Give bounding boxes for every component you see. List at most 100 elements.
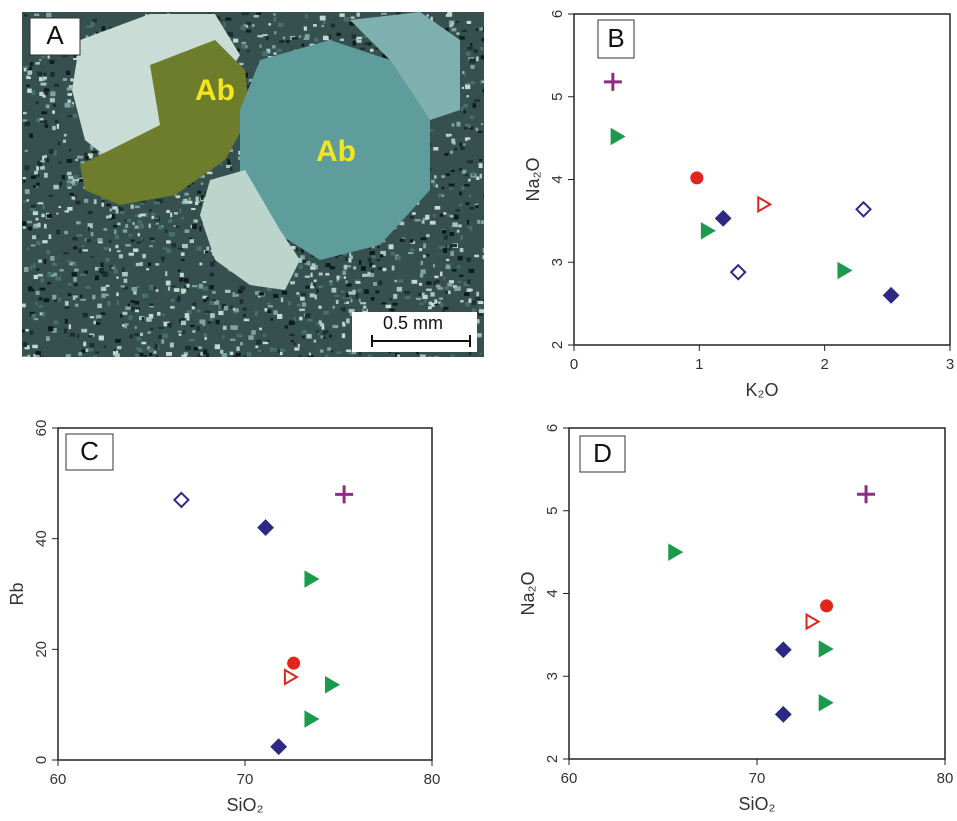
grain [68, 293, 72, 296]
grain [441, 175, 445, 178]
grain [68, 283, 72, 286]
grain [476, 176, 479, 180]
y-tick-label: 2 [549, 341, 566, 349]
grain [90, 343, 95, 347]
point [259, 521, 273, 535]
grain [239, 286, 245, 290]
grain [216, 320, 220, 325]
grain [344, 276, 346, 279]
photomicrograph: Ab Ab 0.5 mm [22, 12, 489, 362]
grain [41, 111, 47, 114]
y-tick-label: 3 [549, 258, 566, 266]
grain [135, 309, 139, 312]
grain [31, 314, 36, 319]
grain [298, 355, 302, 359]
grain [472, 172, 475, 177]
grain [470, 43, 472, 46]
grain [292, 37, 298, 40]
grain [247, 50, 250, 52]
grain [41, 214, 44, 218]
grain [36, 240, 40, 243]
grain [243, 314, 246, 316]
grain [179, 333, 182, 335]
grain [210, 273, 214, 277]
grain [127, 219, 131, 223]
grain [31, 244, 36, 246]
grain [150, 328, 154, 330]
grain [180, 318, 185, 320]
grain [461, 106, 463, 110]
grain [66, 354, 71, 358]
grain [475, 28, 479, 31]
grain [137, 337, 141, 341]
grain [25, 165, 30, 170]
grain [194, 347, 199, 351]
grain [447, 245, 450, 249]
grain [116, 276, 118, 278]
grain [350, 256, 353, 260]
grain [57, 124, 59, 129]
grain [209, 285, 214, 289]
grain [107, 301, 110, 306]
grain [317, 333, 319, 335]
grain [357, 12, 360, 16]
grain [218, 311, 223, 315]
y-tick-label: 6 [549, 10, 566, 18]
grain [422, 220, 425, 224]
grain [40, 120, 46, 122]
grain [468, 179, 471, 182]
grain [351, 17, 355, 19]
grain [59, 161, 62, 163]
grain [67, 99, 71, 103]
grain [450, 151, 453, 154]
grain [186, 284, 189, 288]
grain [455, 209, 459, 212]
grain [397, 256, 401, 261]
grain [302, 336, 305, 338]
grain [314, 340, 317, 343]
grain [148, 262, 151, 266]
grain [37, 161, 40, 164]
panel-label: A [46, 20, 64, 50]
grain [419, 248, 422, 251]
grain [23, 112, 27, 114]
grain [244, 355, 246, 358]
grain [109, 240, 111, 244]
point [838, 264, 850, 278]
grain [25, 329, 29, 332]
grain [463, 110, 465, 113]
grain [26, 221, 32, 224]
grain [319, 320, 322, 324]
scale-bar-label: 0.5 mm [383, 313, 443, 333]
grain [36, 269, 39, 271]
grain [66, 183, 70, 187]
grain [137, 220, 142, 223]
grain [69, 149, 71, 152]
grain [318, 285, 323, 288]
grain [41, 56, 45, 58]
grain [30, 208, 35, 211]
grain [300, 297, 305, 301]
grain [72, 272, 77, 276]
grain [295, 273, 299, 277]
grain [446, 265, 451, 270]
point [287, 657, 300, 670]
grain [50, 60, 55, 64]
grain [421, 261, 424, 265]
grain [33, 211, 38, 215]
grain [353, 41, 356, 46]
grain [471, 81, 474, 84]
grain [471, 65, 475, 69]
grain [476, 128, 479, 131]
grain [42, 240, 47, 243]
grain [463, 143, 465, 145]
grain [270, 347, 274, 351]
grain [210, 313, 215, 318]
grain [85, 349, 88, 352]
grain [112, 214, 116, 219]
grain [320, 16, 326, 21]
grain [174, 288, 180, 292]
grain [394, 280, 396, 282]
grain [91, 232, 94, 236]
grain [305, 34, 310, 38]
